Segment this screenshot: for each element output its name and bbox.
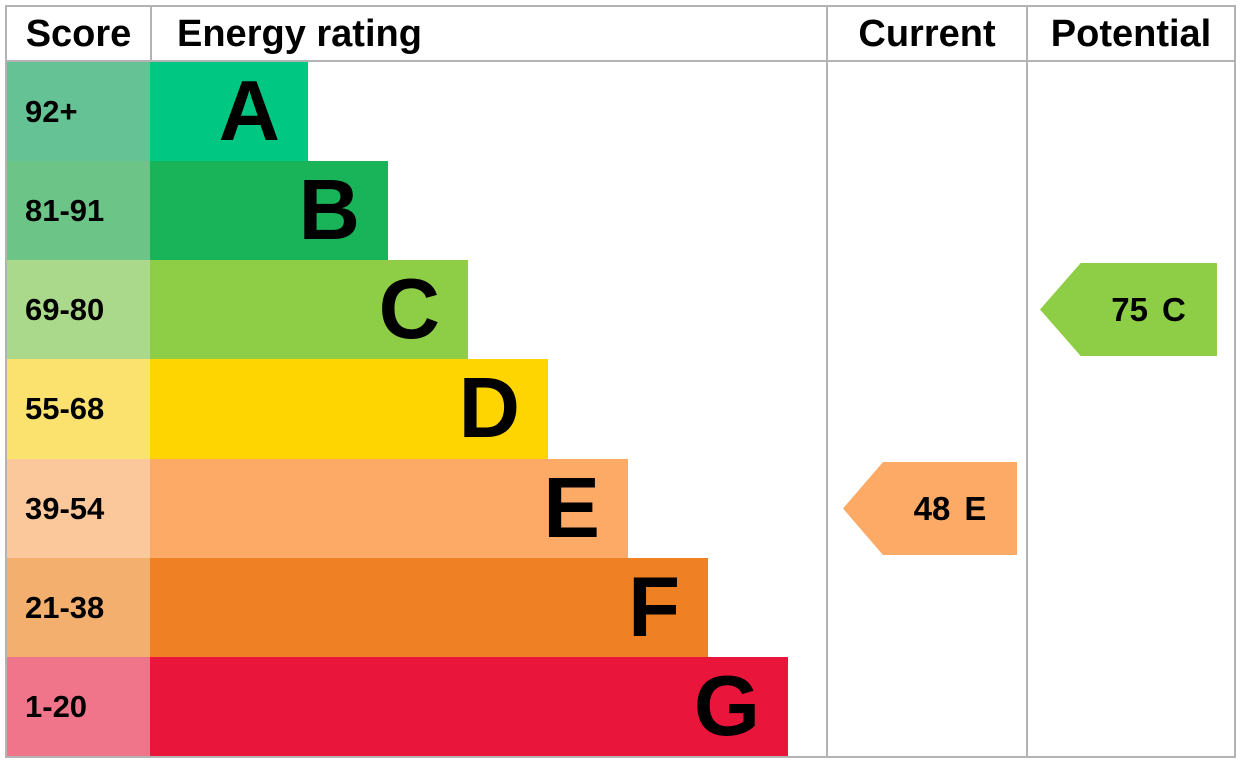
potential-rating-letter: C: [1161, 291, 1186, 328]
band-score-range: 69-80: [7, 260, 150, 360]
band-letter: F: [628, 559, 680, 655]
band-bar-a: A: [150, 62, 308, 162]
header-row: Score Energy rating Current Potential: [7, 7, 1234, 62]
band-bar-e: E: [150, 458, 628, 558]
band-row-b: 81-91 B: [7, 161, 1234, 261]
band-row-f: 21-38 F: [7, 557, 1234, 657]
current-column-header: Current: [858, 12, 996, 55]
current-rating-letter: E: [964, 490, 987, 527]
band-letter: C: [378, 262, 440, 358]
band-bar-d: D: [150, 359, 548, 459]
band-row-c: 69-80 C: [7, 260, 1234, 360]
band-letter: B: [298, 163, 360, 259]
band-letter: E: [543, 460, 600, 556]
band-score-range: 92+: [7, 62, 150, 162]
band-score-range: 39-54: [7, 458, 150, 558]
band-letter: G: [693, 658, 760, 754]
band-bar-c: C: [150, 260, 468, 360]
band-score-range: 1-20: [7, 656, 150, 756]
potential-column-header: Potential: [1050, 12, 1212, 55]
band-score-range: 21-38: [7, 557, 150, 657]
energy-rating-column-header: Energy rating: [177, 12, 422, 55]
current-rating-arrow: 48 E: [843, 462, 1017, 555]
band-row-e: 39-54 E: [7, 458, 1234, 558]
band-row-g: 1-20 G: [7, 656, 1234, 756]
band-letter: D: [458, 361, 520, 457]
band-score-range: 55-68: [7, 359, 150, 459]
band-score-range: 81-91: [7, 161, 150, 261]
band-row-d: 55-68 D: [7, 359, 1234, 459]
potential-column-divider: [1026, 7, 1028, 756]
potential-rating-arrow: 75 C: [1040, 263, 1217, 356]
band-row-a: 92+ A: [7, 62, 1234, 162]
band-bar-f: F: [150, 557, 708, 657]
current-column-divider: [826, 7, 828, 756]
band-bar-b: B: [150, 161, 388, 261]
band-rows: 92+ A 81-91 B 69-80 C 55-68 D 39-54 E 21…: [7, 62, 1234, 756]
band-letter: A: [218, 64, 280, 160]
potential-rating-value: 75: [1111, 291, 1148, 328]
current-rating-value: 48: [913, 490, 951, 527]
band-bar-g: G: [150, 656, 788, 756]
epc-rating-chart: Score Energy rating Current Potential 92…: [5, 5, 1236, 758]
score-column-header: Score: [7, 7, 152, 60]
